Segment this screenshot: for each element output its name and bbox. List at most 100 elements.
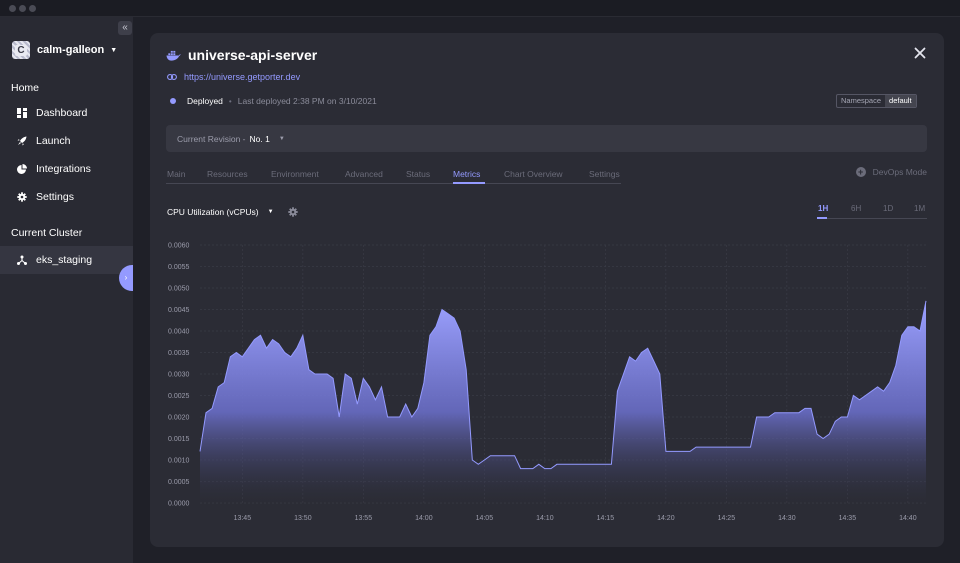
last-deployed: Last deployed 2:38 PM on 3/10/2021 — [237, 96, 377, 106]
range-1d[interactable]: 1D — [883, 204, 894, 213]
plus-circle-icon: + — [855, 167, 866, 177]
tab-chart-overview[interactable]: Chart Overview — [504, 169, 563, 179]
project-name: calm-galleon — [37, 44, 105, 56]
window-close-dot[interactable] — [9, 5, 16, 12]
range-1h[interactable]: 1H — [818, 204, 829, 213]
tab-environment[interactable]: Environment — [271, 169, 319, 179]
sidebar-item-label: Launch — [36, 135, 71, 147]
double-chevron-left-icon: « — [122, 22, 128, 33]
window-zoom-dot[interactable] — [29, 5, 36, 12]
app-title: universe-api-server — [188, 47, 318, 63]
rocket-icon — [17, 136, 27, 146]
sidebar-item-label: Integrations — [36, 163, 91, 175]
gear-icon[interactable] — [287, 207, 298, 217]
status-label: Deployed — [187, 96, 223, 106]
sidebar-item-label: Settings — [36, 191, 74, 203]
project-avatar: C — [12, 41, 30, 59]
collapse-sidebar-button[interactable]: « — [118, 21, 132, 35]
cluster-name: eks_staging — [36, 254, 93, 266]
range-1m[interactable]: 1M — [914, 204, 926, 213]
namespace-label: Namespace — [841, 96, 882, 105]
tab-main[interactable]: Main — [167, 169, 186, 179]
revision-selector[interactable]: Current Revision - No. 1 ▼ — [166, 125, 927, 152]
x-axis: 13:45 13:50 13:55 14:00 14:05 14:10 14:15 14:20… — [234, 515, 917, 522]
y-tick-label: 0.0055 — [168, 264, 190, 271]
app-url-link[interactable]: https://universe.getporter.dev — [167, 72, 300, 82]
app-url: https://universe.getporter.dev — [184, 72, 301, 82]
tab-status[interactable]: Status — [406, 169, 431, 179]
separator-dot: • — [228, 96, 232, 106]
sidebar-item-cluster[interactable]: eks_staging — [0, 246, 133, 274]
sidebar-item-settings[interactable]: Settings — [0, 183, 133, 211]
devops-label: DevOps Mode — [872, 167, 927, 177]
x-tick-label: 13:55 — [355, 515, 373, 522]
y-tick-label: 0.0030 — [168, 372, 190, 379]
x-tick-label: 14:40 — [899, 515, 917, 522]
x-tick-label: 14:30 — [778, 515, 796, 522]
revision-label: Current Revision - — [177, 133, 246, 144]
y-tick-label: 0.0000 — [168, 501, 190, 508]
x-tick-label: 14:25 — [718, 515, 736, 522]
metric-selector[interactable]: CPU Utilization (vCPUs) ▼ — [167, 207, 298, 217]
x-tick-label: 13:50 — [294, 515, 312, 522]
metric-label: CPU Utilization (vCPUs) — [167, 207, 259, 217]
docker-icon — [166, 50, 181, 61]
gear-icon — [17, 192, 27, 202]
y-tick-label: 0.0005 — [168, 479, 190, 486]
cluster-icon — [17, 255, 27, 265]
cluster-expand-button[interactable]: › — [119, 265, 133, 291]
y-tick-label: 0.0050 — [168, 286, 190, 293]
namespace-badge: Namespace default — [836, 94, 917, 108]
cpu-utilization-chart: 0.0000 0.0005 0.0010 0.0015 0.0020 0.0025 0.00… — [168, 243, 927, 522]
status-dot — [170, 98, 176, 104]
y-tick-label: 0.0025 — [168, 393, 190, 400]
devops-mode-toggle[interactable]: + DevOps Mode — [855, 167, 927, 177]
y-tick-label: 0.0040 — [168, 329, 190, 336]
x-tick-label: 14:00 — [415, 515, 433, 522]
caret-down-icon: ▼ — [278, 135, 285, 142]
project-initial: C — [15, 44, 27, 56]
y-tick-label: 0.0060 — [168, 243, 190, 250]
time-range-tabs: 1H 6H 1D 1M — [817, 202, 927, 222]
y-tick-label: 0.0010 — [168, 458, 190, 465]
active-tab-indicator — [453, 182, 485, 184]
caret-down-icon: ▼ — [110, 46, 118, 54]
window-titlebar — [0, 0, 960, 17]
pie-chart-icon — [17, 164, 27, 174]
y-axis: 0.0000 0.0005 0.0010 0.0015 0.0020 0.0025 0.00… — [168, 243, 190, 508]
chart-area-layer — [199, 300, 927, 503]
range-6h[interactable]: 6H — [851, 204, 862, 213]
sidebar-item-launch[interactable]: Launch — [0, 127, 133, 155]
tab-divider — [166, 183, 621, 184]
cluster-heading: Current Cluster — [11, 227, 83, 239]
tab-metrics[interactable]: Metrics — [453, 169, 481, 179]
y-tick-label: 0.0035 — [168, 350, 190, 357]
chevron-right-icon: › — [124, 273, 128, 282]
x-tick-label: 13:45 — [234, 515, 252, 522]
sidebar-item-label: Dashboard — [36, 107, 88, 119]
cpu-series-line — [199, 300, 927, 470]
close-icon[interactable] — [914, 47, 926, 59]
range-divider — [817, 218, 927, 219]
tab-bar: Main Resources Environment Advanced Stat… — [166, 167, 927, 184]
y-tick-label: 0.0015 — [168, 436, 190, 443]
x-tick-label: 14:35 — [839, 515, 857, 522]
tab-resources[interactable]: Resources — [207, 169, 248, 179]
sidebar-item-dashboard[interactable]: Dashboard — [0, 99, 133, 127]
dashboard-icon — [17, 108, 27, 118]
x-tick-label: 14:05 — [476, 515, 494, 522]
tab-advanced[interactable]: Advanced — [345, 169, 383, 179]
x-tick-label: 14:15 — [597, 515, 615, 522]
home-heading: Home — [11, 82, 40, 94]
sidebar-item-integrations[interactable]: Integrations — [0, 155, 133, 183]
y-tick-label: 0.0045 — [168, 307, 190, 314]
x-tick-label: 14:10 — [536, 515, 554, 522]
window-minimize-dot[interactable] — [19, 5, 26, 12]
link-icon — [167, 74, 177, 80]
project-selector[interactable]: C calm-galleon ▼ — [12, 41, 117, 59]
active-range-indicator — [817, 217, 827, 219]
tab-settings[interactable]: Settings — [589, 169, 620, 179]
deploy-status: Deployed • Last deployed 2:38 PM on 3/10… — [170, 96, 377, 106]
cpu-series-area — [200, 300, 926, 503]
caret-down-icon: ▼ — [267, 209, 274, 215]
